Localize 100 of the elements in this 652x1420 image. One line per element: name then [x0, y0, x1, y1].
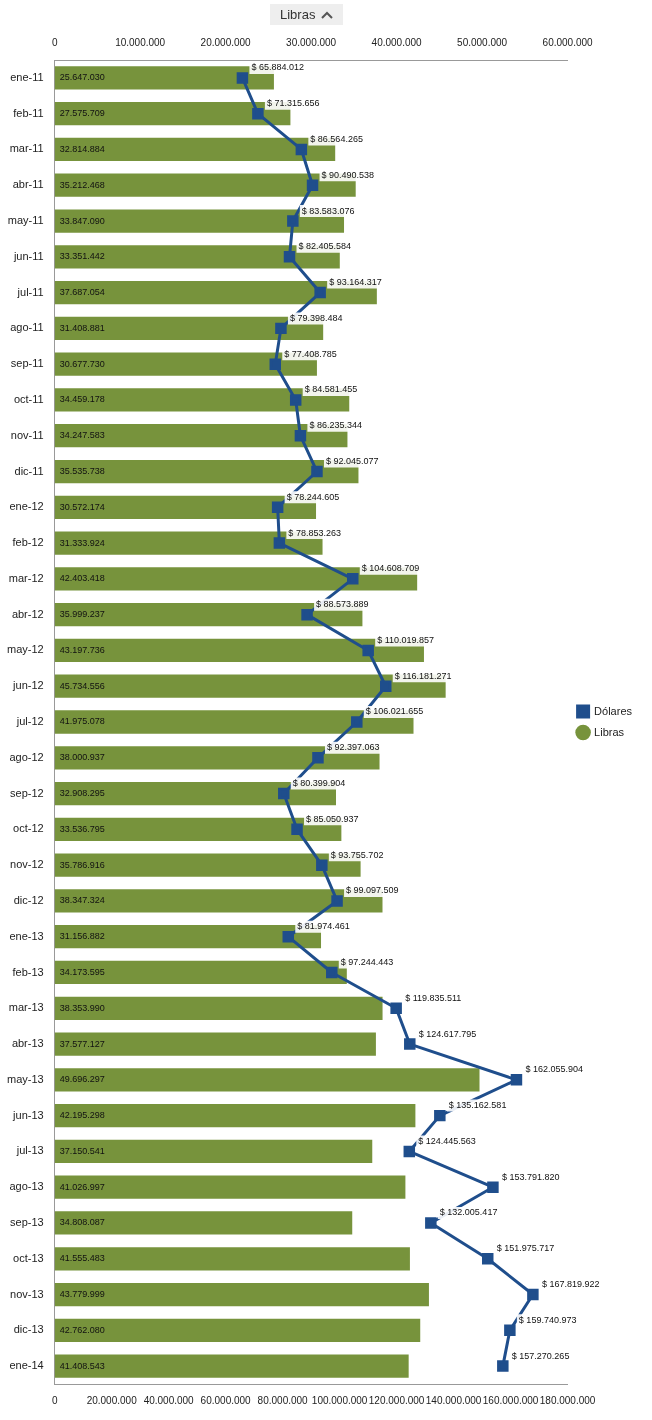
data-label: $ 132.005.417 [439, 1207, 498, 1218]
y-tick-label: jun-11 [12, 249, 44, 262]
point [527, 1288, 539, 1301]
data-label: $ 90.490.538 [321, 169, 375, 180]
point [291, 823, 303, 836]
data-label: 45.734.556 [59, 680, 105, 691]
data-label: 42.762.080 [59, 1324, 105, 1335]
text: Libras [280, 7, 316, 22]
point [403, 1145, 416, 1158]
data-label: $ 157.270.265 [511, 1350, 570, 1361]
data-label: $ 119.835.511 [405, 992, 462, 1003]
x-tick-label: 140.000.000 [425, 1394, 482, 1406]
data-label: $ 116.181.271 [394, 670, 452, 681]
point [269, 358, 281, 370]
y-tick-label: oct-12 [13, 822, 44, 835]
data-label: $ 167.819.922 [541, 1279, 600, 1290]
data-label: 41.975.078 [59, 716, 105, 727]
point [434, 1109, 446, 1122]
data-label: 35.786.916 [59, 859, 105, 870]
data-label: $ 97.244.443 [340, 956, 394, 967]
data-label: $ 93.755.702 [330, 849, 384, 860]
y-tick-label: mar-11 [9, 142, 44, 155]
point [275, 322, 287, 335]
data-label: 41.555.483 [59, 1253, 105, 1264]
data-label: 38.000.937 [59, 752, 105, 763]
point [287, 215, 299, 227]
y-tick-label: oct-13 [13, 1251, 44, 1264]
y-tick-label: ene-13 [9, 929, 44, 942]
y-tick-label: may-12 [6, 643, 44, 656]
data-label: $ 135.162.581 [448, 1100, 507, 1111]
x2-tick-label: 60.000.000 [542, 36, 594, 48]
data-label: 38.347.324 [59, 895, 105, 906]
data-label: 31.408.881 [59, 322, 105, 333]
point [362, 644, 374, 657]
point [351, 716, 363, 728]
x2-tick-label: 20.000.000 [200, 36, 252, 48]
point [316, 859, 328, 871]
y-tick-label: dic-13 [13, 1323, 44, 1336]
data-label: $ 65.884.012 [251, 62, 304, 73]
x2-tick-label: 0 [51, 36, 58, 48]
data-label: 41.408.543 [59, 1360, 105, 1371]
y-tick-label: feb-11 [13, 106, 44, 119]
point [306, 179, 319, 191]
data-label: 33.847.090 [59, 215, 105, 226]
data-label: $ 104.608.709 [361, 563, 420, 574]
x-tick-label: 180.000.000 [539, 1394, 596, 1406]
point [294, 429, 307, 442]
data-label: 33.351.442 [59, 251, 105, 262]
data-label: $ 99.097.509 [346, 885, 399, 896]
data-label: $ 79.398.484 [289, 312, 343, 323]
y-tick-label: abr-12 [11, 607, 44, 620]
x-tick-label: 80.000.000 [257, 1394, 309, 1406]
x-tick-label: 20.000.000 [86, 1394, 138, 1406]
data-label: $ 86.564.265 [310, 133, 363, 144]
data-label: 32.908.295 [59, 788, 105, 799]
data-label: 41.026.997 [59, 1181, 105, 1192]
x2-tick-label: 30.000.000 [286, 36, 337, 48]
data-label: $ 80.399.904 [292, 778, 346, 789]
y-tick-label: jul-12 [15, 715, 44, 728]
point [331, 895, 343, 907]
point [425, 1217, 437, 1229]
point [504, 1324, 516, 1337]
data-label: $ 78.244.605 [286, 491, 340, 502]
y-tick-label: ene-11 [10, 70, 44, 83]
data-label: 37.687.054 [59, 287, 105, 298]
data-label: $ 82.405.584 [298, 241, 352, 252]
data-label: $ 151.975.717 [496, 1243, 555, 1254]
data-label: $ 159.740.973 [518, 1314, 577, 1325]
legend-label: Libras [594, 725, 625, 738]
data-label: $ 84.581.455 [304, 384, 358, 395]
data-label: $ 88.573.889 [316, 599, 369, 610]
data-label: $ 86.235.344 [309, 420, 362, 431]
point [314, 286, 326, 299]
data-label: $ 92.045.077 [325, 456, 379, 466]
data-label: 32.814.884 [59, 143, 105, 154]
x2-tick-label: 50.000.000 [457, 36, 508, 48]
data-label: 31.156.882 [59, 931, 105, 942]
data-label: 35.212.468 [59, 179, 105, 190]
data-label: 33.536.795 [59, 823, 105, 834]
x-tick-label: 160.000.000 [482, 1394, 539, 1406]
y-tick-label: jun-13 [12, 1108, 44, 1121]
data-label: $ 106.021.655 [365, 706, 424, 717]
point [273, 537, 286, 549]
data-label: $ 93.164.317 [329, 277, 382, 288]
x2-tick-label: 10.000.000 [115, 36, 166, 48]
data-label: $ 92.397.063 [326, 742, 380, 753]
data-label: 43.779.999 [59, 1289, 105, 1300]
data-label: $ 71.315.656 [266, 98, 320, 109]
data-label: $ 124.617.795 [418, 1028, 477, 1039]
data-label: 42.403.418 [59, 573, 105, 584]
point [390, 1002, 402, 1015]
data-label: 30.677.730 [59, 358, 105, 369]
y-tick-label: nov-11 [10, 428, 44, 441]
point [295, 143, 308, 156]
y-tick-label: jul-11 [16, 285, 44, 298]
x-tick-label: 60.000.000 [200, 1394, 252, 1406]
point [311, 465, 323, 478]
data-label: 37.577.127 [59, 1038, 105, 1049]
data-label: 43.197.736 [59, 644, 105, 655]
point [236, 72, 249, 84]
